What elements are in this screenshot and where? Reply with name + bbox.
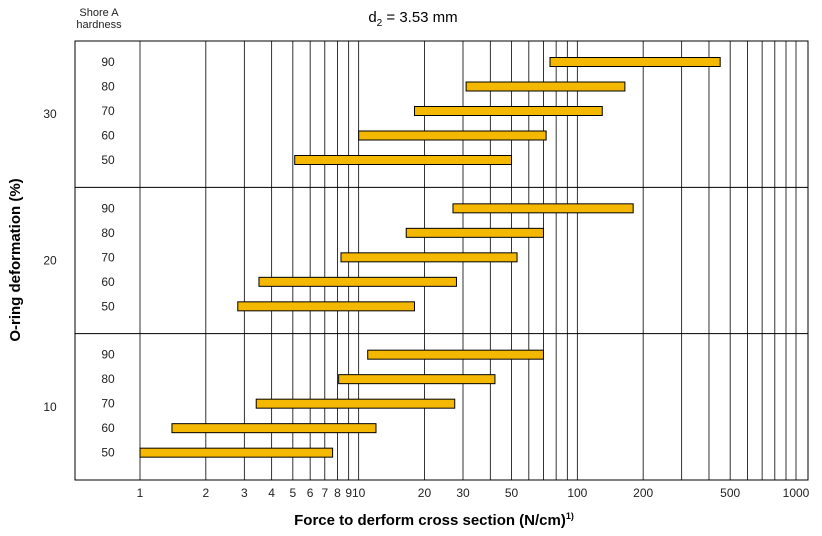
range-bar — [340, 252, 518, 263]
hardness-label: 50 — [101, 153, 115, 167]
x-axis-label-superscript: 1) — [566, 511, 574, 521]
y-axis-label: O-ring deformation (%) — [7, 178, 24, 341]
range-bar — [258, 276, 457, 287]
hardness-label: 60 — [101, 421, 115, 435]
x-tick-label: 3 — [241, 486, 248, 500]
x-tick-label: 50 — [505, 486, 519, 500]
x-tick-label: 100 — [567, 486, 587, 500]
corner-label-line1: Shore A — [79, 7, 119, 19]
x-tick-label: 20 — [418, 486, 432, 500]
range-bar — [139, 447, 334, 458]
x-tick-label: 10 — [352, 486, 366, 500]
hardness-label: 80 — [101, 80, 115, 94]
chart-labels: 1 2 3 4 5 6 7 8 9 10 20 30 50 100 200 500 10009080706050… — [43, 55, 809, 500]
hardness-label: 70 — [101, 397, 115, 411]
hardness-label: 60 — [101, 129, 115, 143]
range-bar — [413, 106, 603, 116]
x-tick-label: 30 — [456, 486, 470, 500]
hardness-label: 60 — [101, 275, 115, 289]
chart-title-suffix: = 3.53 mm — [382, 9, 457, 26]
plot-frame — [74, 40, 809, 481]
x-tick-label: 5 — [289, 486, 296, 500]
range-bar — [255, 398, 456, 409]
hardness-label: 80 — [101, 226, 115, 240]
range-bar — [171, 423, 377, 434]
x-tick-label: 4 — [268, 486, 275, 500]
hardness-label: 80 — [101, 372, 115, 386]
x-tick-label: 1000 — [783, 486, 810, 500]
x-tick-label: 2 — [202, 486, 209, 500]
range-bar — [465, 81, 626, 92]
x-tick-label: 8 — [334, 486, 341, 500]
range-bar — [294, 155, 513, 165]
hardness-label: 70 — [101, 104, 115, 118]
x-tick-label: 200 — [633, 486, 653, 500]
x-tick-label: 1 — [137, 486, 144, 500]
x-axis-label-main: Force to derform cross section (N/cm) — [294, 512, 566, 529]
x-tick-label: 500 — [720, 486, 740, 500]
hardness-label: 90 — [101, 201, 115, 215]
chart-title-main: d — [368, 9, 376, 26]
range-bar — [549, 57, 721, 67]
x-tick-label: 7 — [321, 486, 328, 500]
chart-title-subscript: 2 — [377, 18, 383, 29]
hardness-label: 90 — [101, 55, 115, 69]
deformation-label: 20 — [43, 254, 57, 268]
corner-label-line2: hardness — [76, 19, 122, 31]
range-bar — [358, 130, 547, 141]
hardness-label: 50 — [101, 446, 115, 460]
chart-title: d2 = 3.53 mm — [368, 9, 457, 29]
range-bar — [338, 374, 496, 385]
range-bar — [405, 227, 544, 238]
hardness-label: 50 — [101, 299, 115, 313]
x-tick-label: 6 — [307, 486, 314, 500]
range-bar — [452, 203, 634, 214]
hardness-label: 90 — [101, 348, 115, 362]
range-bar — [237, 301, 415, 312]
x-axis-label: Force to derform cross section (N/cm)1) — [294, 511, 574, 529]
x-tick-label: 9 — [345, 486, 352, 500]
range-bar — [367, 349, 544, 360]
deformation-label: 10 — [43, 400, 57, 414]
deformation-label: 30 — [43, 107, 57, 121]
chart-bars — [139, 57, 721, 458]
hardness-label: 70 — [101, 250, 115, 264]
